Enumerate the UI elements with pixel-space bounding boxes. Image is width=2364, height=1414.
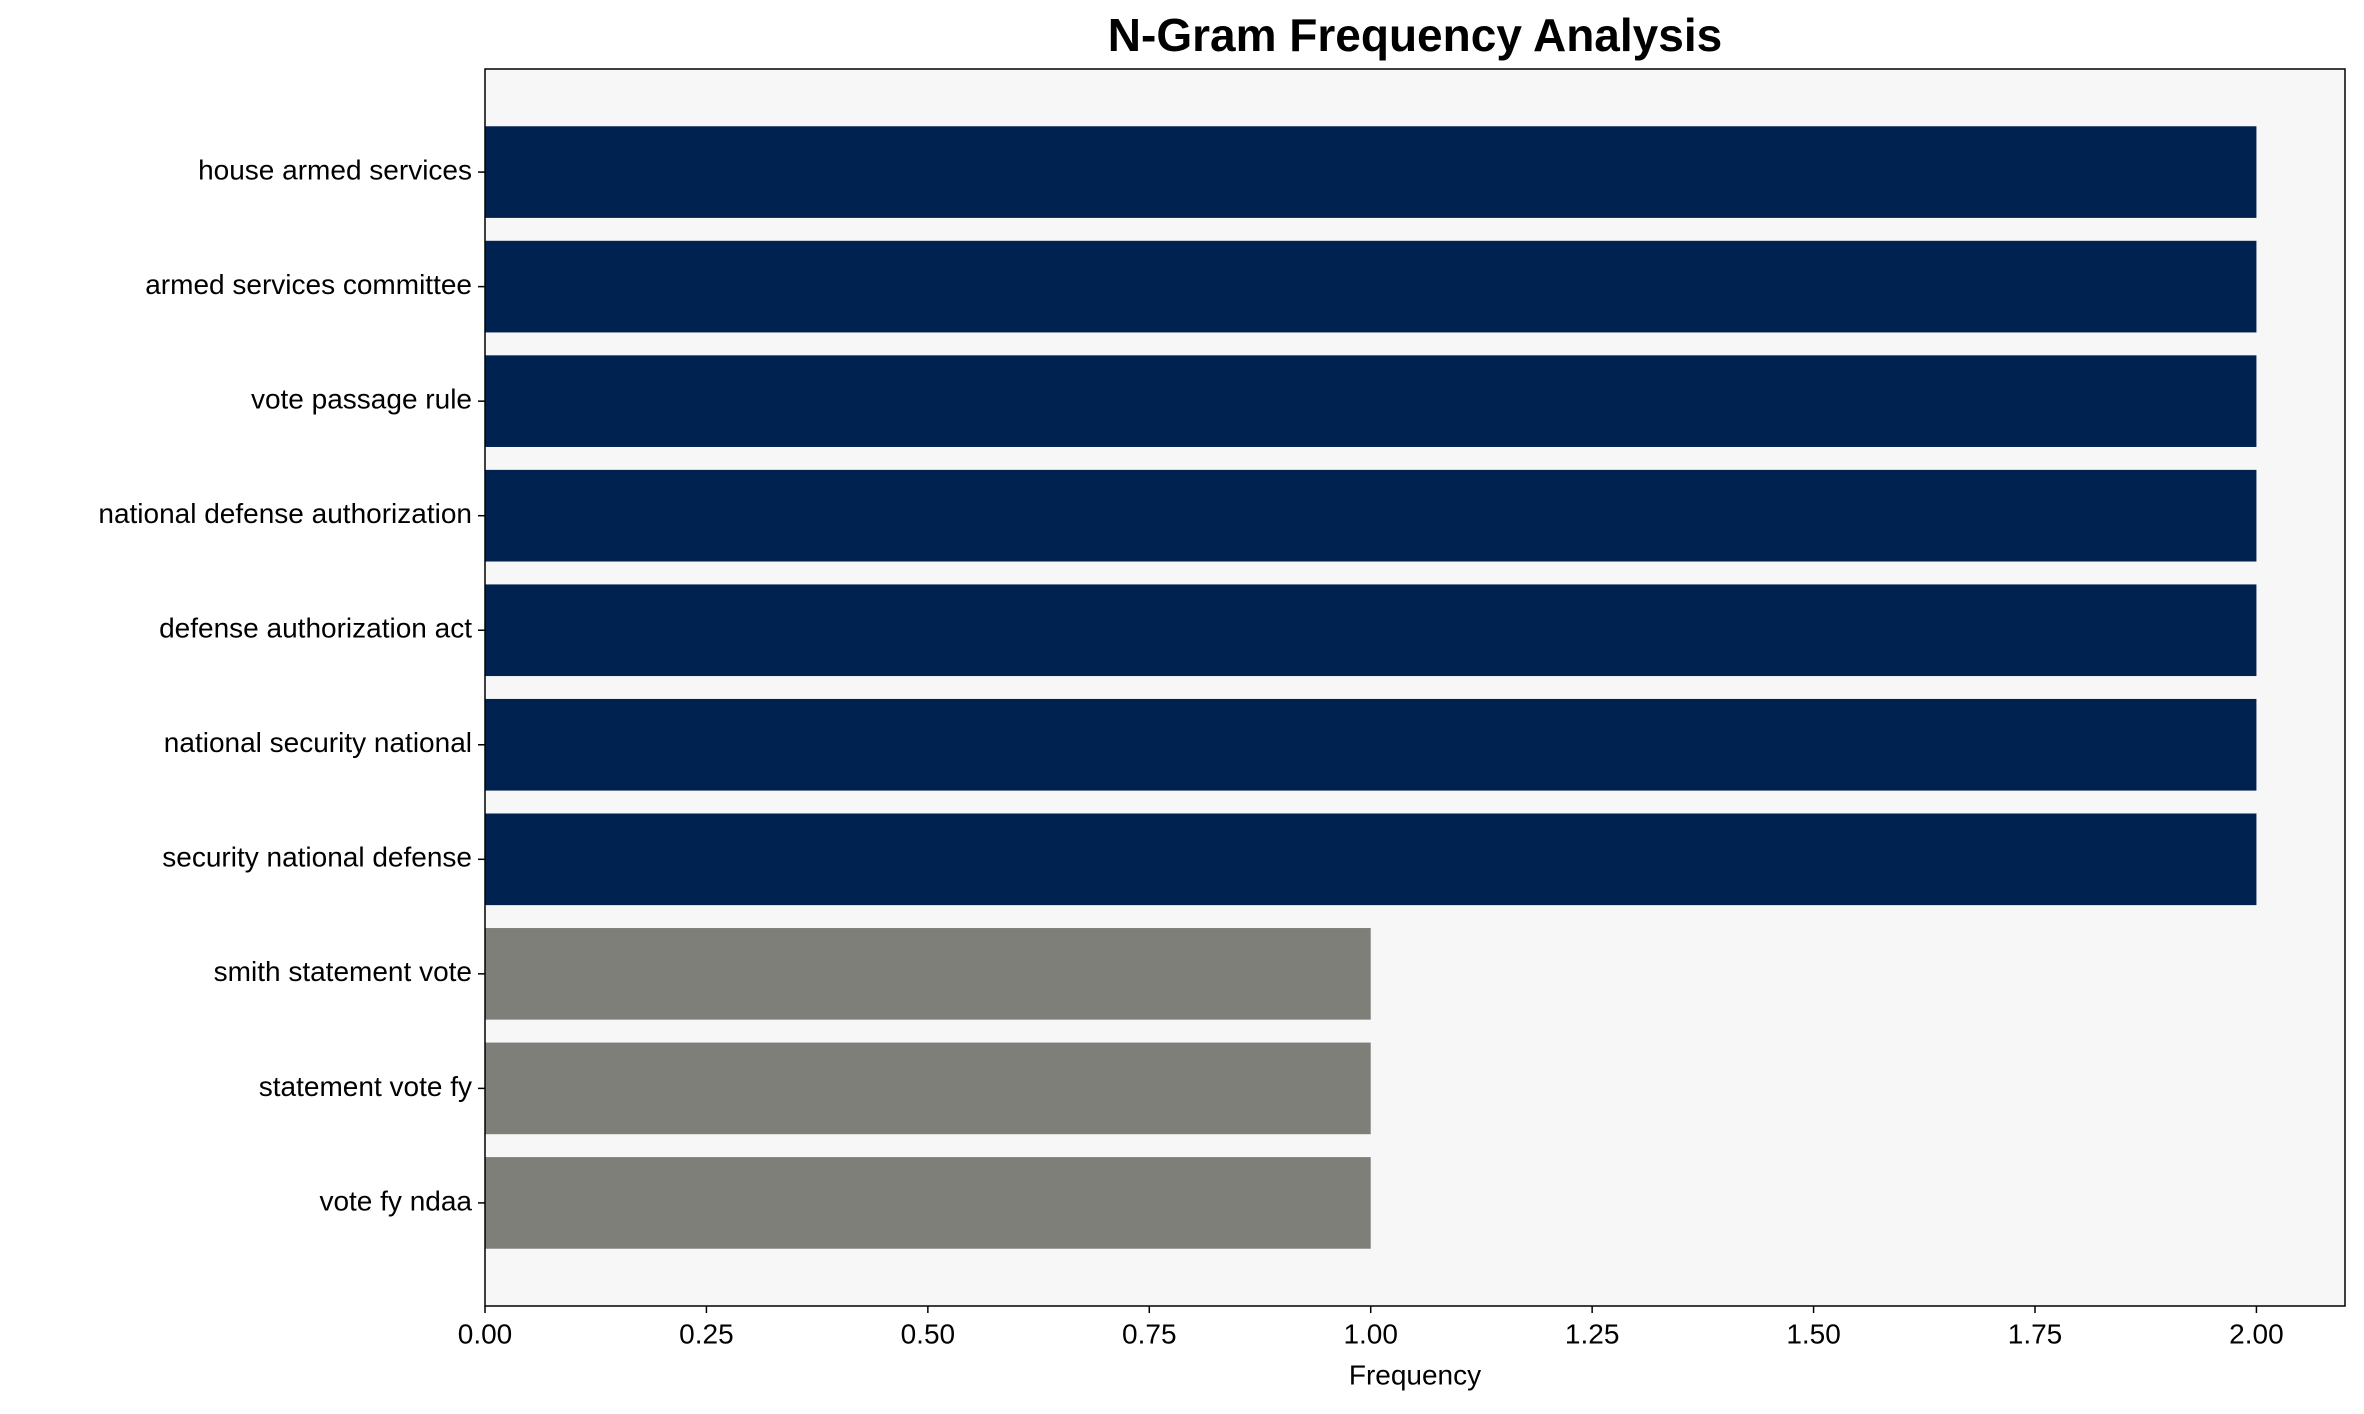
bar [485, 469, 2257, 562]
x-tick-label: 0.25 [679, 1318, 734, 1349]
y-tick-label: statement vote fy [259, 1071, 472, 1102]
bar [485, 1042, 1371, 1135]
x-tick-label: 0.75 [1122, 1318, 1177, 1349]
x-tick-label: 1.25 [1565, 1318, 1620, 1349]
bar [485, 698, 2257, 791]
x-tick-label: 1.50 [1786, 1318, 1841, 1349]
x-tick-label: 1.00 [1343, 1318, 1398, 1349]
x-tick-label: 0.00 [458, 1318, 513, 1349]
bar [485, 813, 2257, 906]
y-tick-label: vote passage rule [251, 384, 472, 415]
y-tick-label: security national defense [162, 842, 472, 873]
y-tick-label: house armed services [198, 154, 472, 185]
bar [485, 1157, 1371, 1249]
y-tick-label: national security national [164, 727, 472, 758]
y-tick-label: national defense authorization [98, 498, 472, 529]
x-axis-label: Frequency [1349, 1359, 1481, 1390]
y-tick-label: vote fy ndaa [319, 1185, 472, 1216]
x-tick-label: 0.50 [901, 1318, 956, 1349]
bar [485, 584, 2257, 677]
y-tick-label: defense authorization act [159, 613, 472, 644]
plot-frame [484, 68, 2346, 1307]
y-tick-label: armed services committee [145, 269, 472, 300]
bar [485, 240, 2257, 333]
x-tick-label: 2.00 [2229, 1318, 2284, 1349]
bar [485, 928, 1371, 1020]
bar [485, 126, 2257, 218]
chart-title: N-Gram Frequency Analysis [1108, 9, 1722, 61]
bar [485, 355, 2257, 447]
x-tick-label: 1.75 [2008, 1318, 2063, 1349]
y-tick-label: smith statement vote [214, 956, 472, 987]
